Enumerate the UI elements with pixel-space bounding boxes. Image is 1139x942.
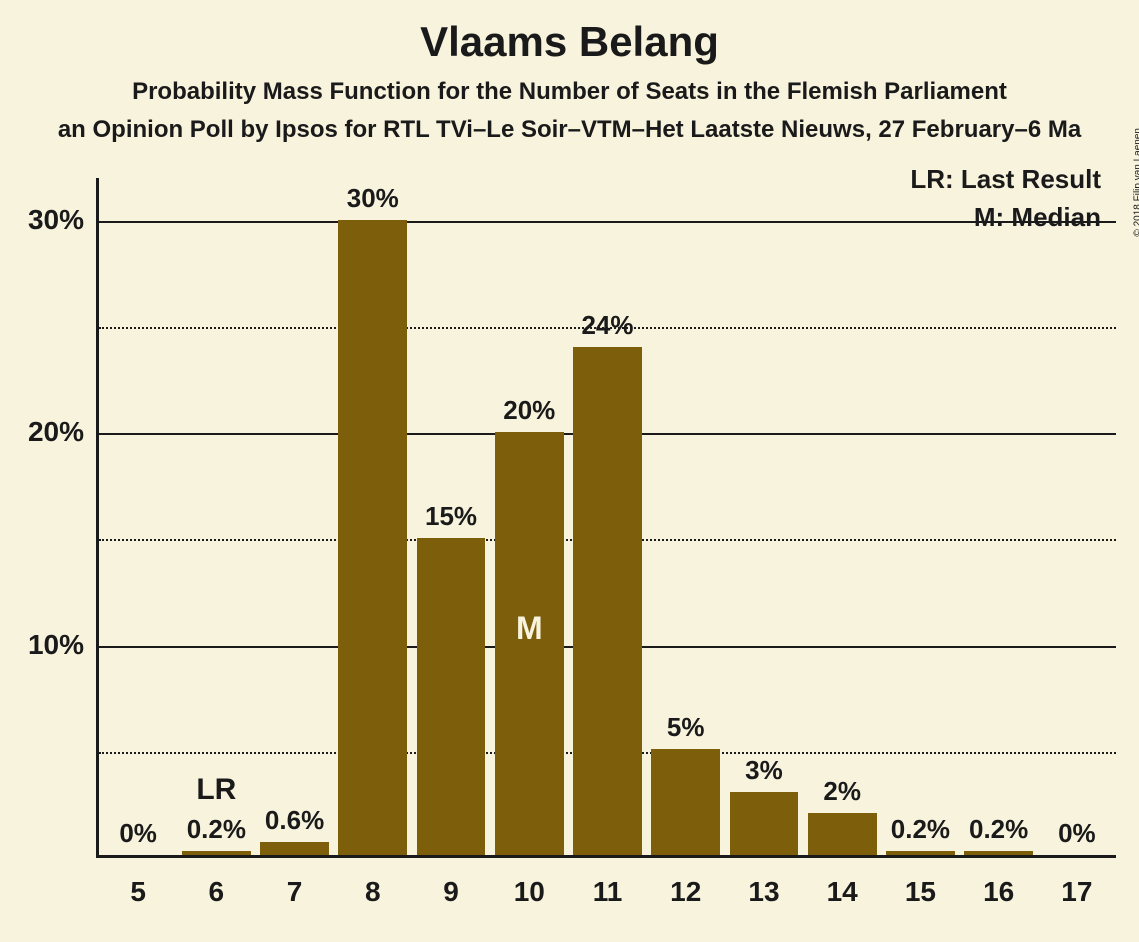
bar (730, 792, 799, 855)
bar-value-label: 0% (1027, 818, 1127, 849)
bar-value-label: 30% (323, 183, 423, 214)
bar-value-label: 5% (636, 712, 736, 743)
y-tick-label: 20% (4, 416, 84, 448)
x-tick-label: 9 (411, 876, 491, 908)
x-tick-label: 8 (333, 876, 413, 908)
chart-title: Vlaams Belang (0, 18, 1139, 66)
bar-value-label: 0.6% (245, 805, 345, 836)
bar (338, 220, 407, 855)
bar-value-label: 24% (558, 310, 658, 341)
y-axis-line (96, 178, 99, 858)
bar-value-label: 15% (401, 501, 501, 532)
bar-value-label: 20% (479, 395, 579, 426)
bar-value-label: 2% (792, 776, 892, 807)
lr-marker: LR (176, 773, 256, 807)
x-tick-label: 14 (802, 876, 882, 908)
bar (260, 842, 329, 855)
x-tick-label: 7 (255, 876, 335, 908)
x-tick-label: 15 (880, 876, 960, 908)
x-tick-label: 13 (724, 876, 804, 908)
copyright-text: © 2018 Filip van Laenen (1133, 128, 1139, 237)
chart-subtitle-2: an Opinion Poll by Ipsos for RTL TVi–Le … (0, 116, 1139, 144)
bar (417, 538, 486, 855)
chart-subtitle-1: Probability Mass Function for the Number… (0, 78, 1139, 106)
x-tick-label: 5 (98, 876, 178, 908)
y-tick-label: 10% (4, 629, 84, 661)
bar (182, 851, 251, 855)
chart-plot-area: 10%20%30%0%50.2%6LR0.6%730%815%920%10M24… (96, 178, 1116, 858)
bar (886, 851, 955, 855)
x-tick-label: 17 (1037, 876, 1117, 908)
y-tick-label: 30% (4, 204, 84, 236)
x-tick-label: 16 (959, 876, 1039, 908)
x-tick-label: 6 (176, 876, 256, 908)
x-tick-label: 12 (646, 876, 726, 908)
x-tick-label: 10 (489, 876, 569, 908)
bar (808, 813, 877, 855)
bar (573, 347, 642, 855)
x-tick-label: 11 (568, 876, 648, 908)
x-axis-line (96, 855, 1116, 858)
bar (964, 851, 1033, 855)
gridline-major (99, 221, 1116, 223)
median-marker: M (499, 610, 559, 647)
bar (651, 749, 720, 855)
